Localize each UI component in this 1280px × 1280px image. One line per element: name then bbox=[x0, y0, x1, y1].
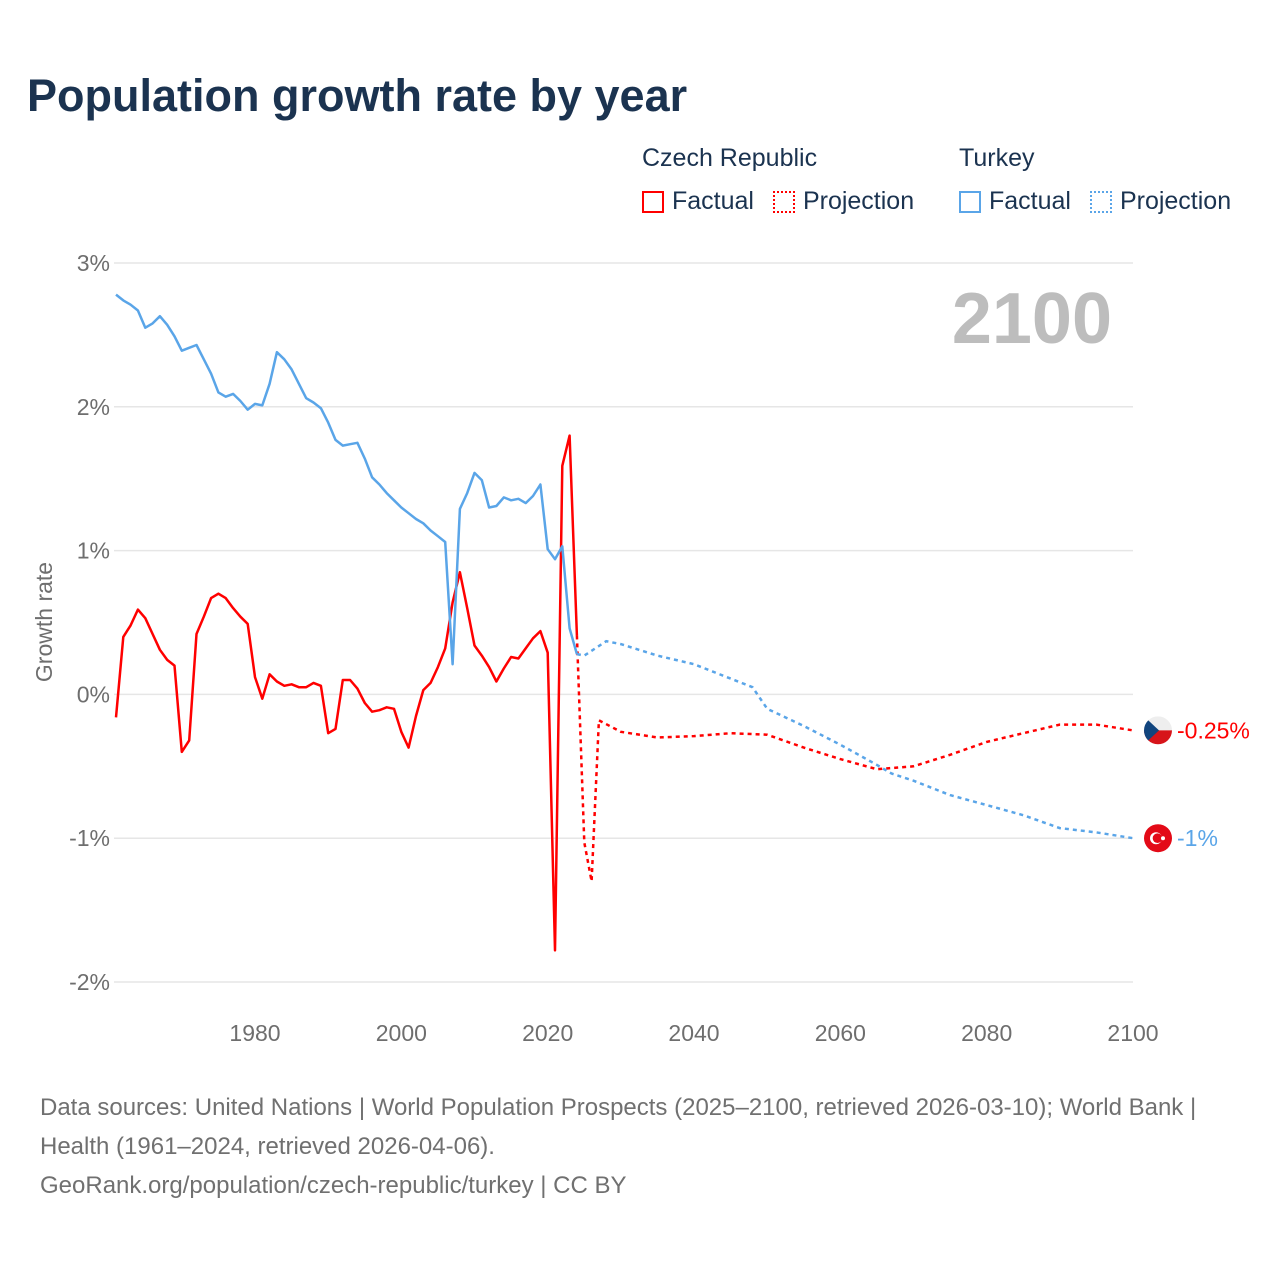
x-tick-label: 2100 bbox=[1107, 1020, 1158, 1046]
legend-swatch-dotted bbox=[772, 190, 795, 213]
legend-label: Projection bbox=[802, 187, 915, 215]
x-tick-label: 2080 bbox=[961, 1020, 1012, 1046]
legend-swatch-solid bbox=[642, 190, 664, 213]
y-tick-label: 0% bbox=[77, 681, 110, 707]
legend-czech-projection[interactable]: Projection bbox=[772, 187, 915, 216]
x-tick-label: 2020 bbox=[522, 1020, 573, 1046]
legend-label: Factual bbox=[989, 187, 1071, 215]
chart-title: Population growth rate by year bbox=[27, 70, 688, 121]
source-link[interactable]: GeoRank.org/population/czech-republic/tu… bbox=[40, 1172, 627, 1199]
line-chart: 3% 2% 1% 0% -1% -2% 1980 2000 2020 2040 2060 2080 21… bbox=[31, 250, 1250, 1046]
czech-republic-end-label: -0.25% bbox=[1177, 717, 1250, 743]
legend-swatch-dotted bbox=[1089, 190, 1112, 213]
y-tick-label: 2% bbox=[77, 394, 110, 420]
current-year-label: 2100 bbox=[952, 279, 1112, 359]
turkey-end-label: -1% bbox=[1177, 825, 1218, 851]
y-tick-label: -1% bbox=[69, 825, 110, 851]
legend-label: Projection bbox=[1119, 187, 1232, 215]
legend-group-title: Turkey bbox=[959, 144, 1035, 172]
legend-group-czech-republic: Czech Republic Factual Projection bbox=[642, 144, 926, 220]
czech-republic-factual-line bbox=[114, 434, 579, 952]
x-tick-label: 2000 bbox=[376, 1020, 427, 1046]
czech-flag-icon-triangle bbox=[1144, 716, 1159, 745]
sources-text: Data sources: United Nations | World Pop… bbox=[40, 1094, 1197, 1160]
y-axis-label: Growth rate bbox=[31, 562, 57, 682]
legend-group-title: Czech Republic bbox=[642, 144, 818, 172]
legend-group-turkey: Turkey Factual Projection bbox=[959, 144, 1231, 220]
y-tick-label: -2% bbox=[69, 969, 110, 995]
czech-republic-projection-line bbox=[575, 635, 1134, 882]
legend-swatch-solid bbox=[959, 190, 981, 213]
legend-turkey-projection[interactable]: Projection bbox=[1089, 187, 1232, 216]
turkey-factual-line bbox=[115, 293, 579, 666]
y-tick-label: 3% bbox=[77, 250, 110, 276]
turkey-flag-star bbox=[1161, 836, 1165, 841]
legend-czech-factual[interactable]: Factual bbox=[642, 187, 754, 216]
turkey-flag-crescent-cut bbox=[1152, 833, 1163, 843]
sources-note: Data sources: United Nations | World Pop… bbox=[40, 1088, 1240, 1205]
y-tick-label: 1% bbox=[77, 538, 110, 564]
legend-label: Factual bbox=[672, 187, 754, 215]
x-tick-label: 1980 bbox=[229, 1020, 280, 1046]
legend-turkey-factual[interactable]: Factual bbox=[959, 187, 1071, 216]
x-tick-label: 2040 bbox=[668, 1020, 719, 1046]
turkey-projection-line bbox=[576, 639, 1134, 840]
x-tick-label: 2060 bbox=[815, 1020, 866, 1046]
